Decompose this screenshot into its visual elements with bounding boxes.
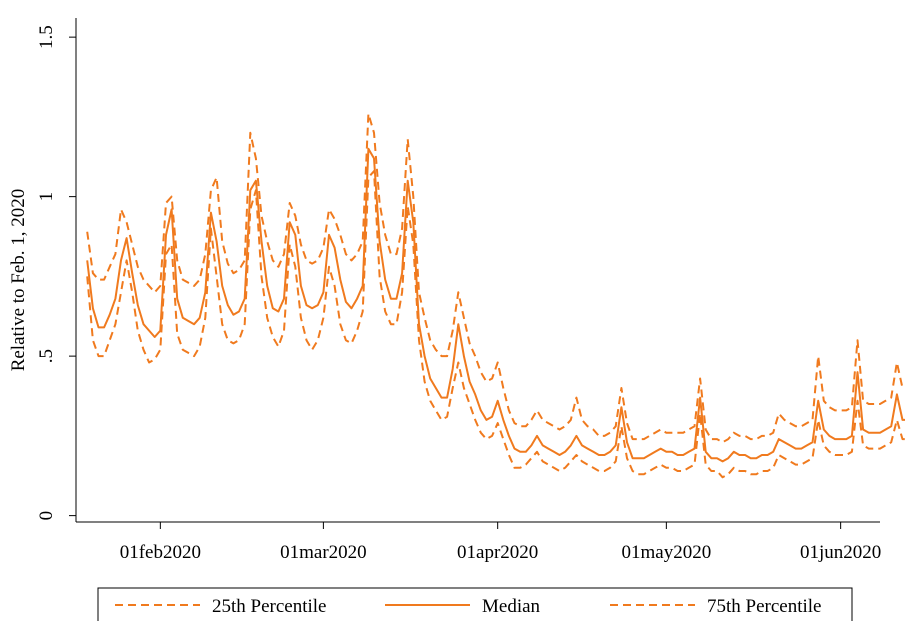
y-tick-label: 1 [36,192,57,202]
x-tick-label: 01feb2020 [120,542,201,563]
series-line-median [86,147,905,463]
axes: 0 .5 1 1.5 01feb2020 01mar2020 01apr2020 01may… [8,18,881,563]
y-ticks: 0 .5 1 1.5 [36,25,76,520]
legend-label: Median [482,596,541,617]
legend-label: 25th Percentile [212,596,327,617]
series-lines [86,112,905,479]
y-tick-label: 0 [36,511,57,521]
x-tick-label: 01mar2020 [280,542,367,563]
x-tick-label: 01jun2020 [800,542,881,563]
series-line-75th-percentile [86,112,905,444]
series-line-25th-percentile [86,170,905,479]
y-tick-label: 1.5 [36,25,57,49]
x-ticks: 01feb2020 01mar2020 01apr2020 01may2020 01ju… [120,522,881,563]
y-tick-label: .5 [36,349,57,363]
legend-label: 75th Percentile [707,596,822,617]
x-tick-label: 01apr2020 [457,542,538,563]
y-axis-title: Relative to Feb. 1, 2020 [8,189,29,372]
legend: 25th Percentile Median 75th Percentile [97,587,853,623]
x-tick-label: 01may2020 [621,542,711,563]
legend-box [97,587,853,623]
